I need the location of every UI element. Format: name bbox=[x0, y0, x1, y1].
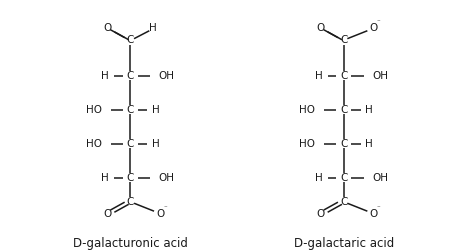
Text: O: O bbox=[370, 209, 378, 219]
Text: ⁻: ⁻ bbox=[376, 205, 380, 211]
Text: O: O bbox=[156, 209, 164, 219]
Text: C: C bbox=[340, 105, 347, 115]
Text: C: C bbox=[340, 197, 347, 207]
Text: H: H bbox=[101, 71, 109, 81]
Text: H: H bbox=[152, 139, 159, 149]
Text: OH: OH bbox=[159, 71, 175, 81]
Text: H: H bbox=[152, 105, 159, 115]
Text: C: C bbox=[127, 71, 134, 81]
Text: H: H bbox=[365, 105, 373, 115]
Text: HO: HO bbox=[299, 105, 315, 115]
Text: C: C bbox=[340, 139, 347, 149]
Text: OH: OH bbox=[159, 173, 175, 183]
Text: D-galactaric acid: D-galactaric acid bbox=[293, 237, 394, 250]
Text: OH: OH bbox=[372, 173, 388, 183]
Text: O: O bbox=[103, 209, 112, 219]
Text: HO: HO bbox=[86, 105, 102, 115]
Text: C: C bbox=[127, 197, 134, 207]
Text: H: H bbox=[149, 23, 157, 33]
Text: C: C bbox=[340, 173, 347, 183]
Text: H: H bbox=[315, 71, 322, 81]
Text: H: H bbox=[365, 139, 373, 149]
Text: O: O bbox=[370, 23, 378, 33]
Text: H: H bbox=[315, 173, 322, 183]
Text: H: H bbox=[101, 173, 109, 183]
Text: C: C bbox=[340, 71, 347, 81]
Text: C: C bbox=[127, 105, 134, 115]
Text: ⁻: ⁻ bbox=[376, 20, 380, 26]
Text: O: O bbox=[103, 23, 112, 33]
Text: HO: HO bbox=[86, 139, 102, 149]
Text: OH: OH bbox=[372, 71, 388, 81]
Text: C: C bbox=[127, 173, 134, 183]
Text: ⁻: ⁻ bbox=[163, 205, 167, 211]
Text: O: O bbox=[317, 23, 325, 33]
Text: O: O bbox=[317, 209, 325, 219]
Text: C: C bbox=[127, 139, 134, 149]
Text: C: C bbox=[340, 35, 347, 45]
Text: C: C bbox=[127, 35, 134, 45]
Text: HO: HO bbox=[299, 139, 315, 149]
Text: D-galacturonic acid: D-galacturonic acid bbox=[73, 237, 188, 250]
